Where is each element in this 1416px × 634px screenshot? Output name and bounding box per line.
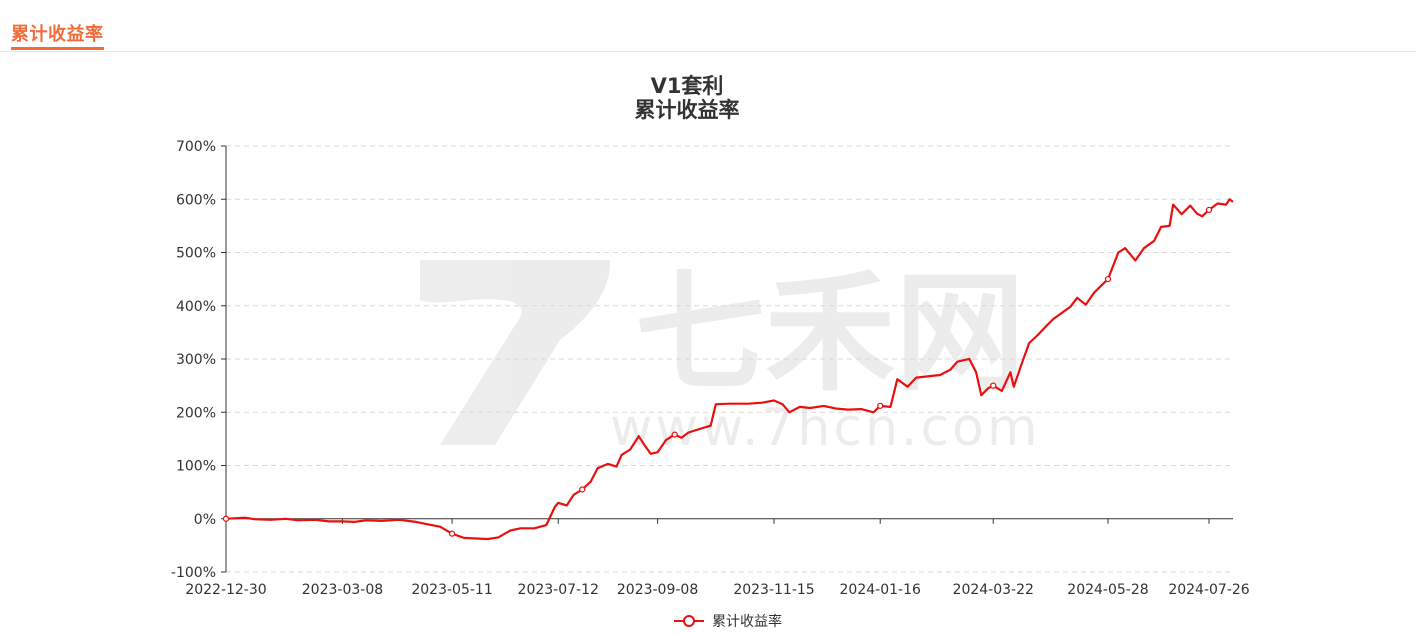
y-tick-label: -100%: [171, 565, 216, 581]
data-point-marker[interactable]: [222, 515, 230, 522]
watermark-brand: 七禾网: [635, 257, 1025, 409]
series-layer: [222, 198, 1234, 541]
x-tick-label: 2023-07-12: [518, 582, 599, 598]
y-tick-label: 500%: [176, 246, 216, 262]
chart-subtitle: 累计收益率: [634, 98, 740, 122]
watermark: 七禾网 www.7hcn.com: [420, 257, 1041, 458]
data-point-marker[interactable]: [579, 486, 586, 493]
x-tick-label: 2024-07-26: [1168, 582, 1249, 598]
x-tick-label: 2024-01-16: [840, 582, 921, 598]
x-tick-label: 2023-05-11: [411, 582, 492, 598]
data-point-marker[interactable]: [671, 431, 678, 438]
y-tick-label: 600%: [176, 192, 216, 208]
data-point-marker[interactable]: [1205, 206, 1213, 213]
legend-label: 累计收益率: [712, 614, 782, 630]
x-tick-label: 2023-11-15: [733, 582, 814, 598]
legend[interactable]: 累计收益率: [672, 611, 782, 631]
watermark-logo-icon: [420, 260, 611, 445]
data-point-marker[interactable]: [448, 530, 456, 537]
grid-layer: [226, 145, 1233, 573]
x-tick-label: 2023-09-08: [617, 582, 698, 598]
x-tick-label: 2024-03-22: [953, 582, 1034, 598]
y-tick-label: 0%: [194, 512, 216, 528]
data-point-marker[interactable]: [877, 402, 884, 409]
y-tick-label: 400%: [176, 299, 216, 315]
y-tick-label: 700%: [176, 139, 216, 155]
chart-title: V1套利: [650, 74, 724, 98]
y-tick-label: 200%: [176, 405, 216, 421]
data-point-marker[interactable]: [1104, 276, 1112, 283]
x-tick-label: 2023-03-08: [302, 582, 383, 598]
axis-layer: -100% 0% 100% 200% 300% 400% 500% 600% 700% 2022-…: [171, 139, 1250, 598]
y-tick-label: 300%: [176, 352, 216, 368]
legend-line-circle-icon: [674, 615, 704, 627]
x-tick-label: 2024-05-28: [1067, 582, 1148, 598]
section-tab-title[interactable]: 累计收益率: [11, 24, 104, 50]
section-header: 累计收益率: [0, 0, 1416, 52]
data-point-marker[interactable]: [990, 382, 997, 389]
y-tick-label: 100%: [176, 459, 216, 475]
watermark-url: www.7hcn.com: [610, 398, 1041, 458]
x-tick-label: 2022-12-30: [185, 582, 266, 598]
